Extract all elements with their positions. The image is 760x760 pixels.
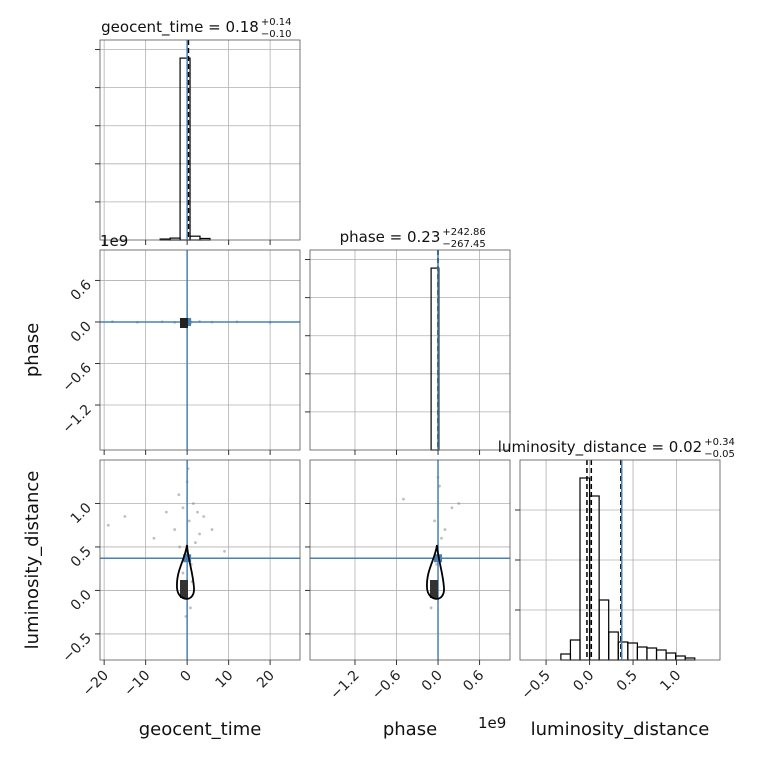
sample-point [189,606,192,610]
sample-point [198,532,201,536]
sample-point [429,606,433,610]
sample-point [443,528,447,531]
frames: geocent_time = 0.18 +0.14−0.10 phase = 0.2… [95,17,735,665]
y-axis-label: luminosity_distance [22,471,43,650]
contour [176,544,195,600]
panel-title: phase = 0.23 [340,228,441,246]
panel-title: geocent_time = 0.18 [101,18,259,37]
marks [100,40,696,661]
sample-point [196,510,199,514]
density-core [180,580,188,598]
panel-frame [309,249,511,451]
title-upper: +0.34 [704,437,735,448]
truth-marker [183,554,192,563]
sample-point [433,519,436,523]
sample-point [402,497,405,501]
panel-frame [99,459,301,661]
sample-point [123,515,127,518]
title-lower: −0.05 [704,449,735,460]
sample-point [202,515,206,518]
sample-point [450,506,454,510]
sample-point [457,502,461,505]
sample-point [106,523,110,527]
x-axis-label: phase [383,719,437,740]
title-lower: −0.10 [261,29,292,40]
offset-label: 1e9 [100,232,128,250]
density-core [430,580,438,598]
sample-point [181,571,185,575]
x-axis-label: geocent_time [139,719,262,740]
plot-layers: geocent_time = 0.18 +0.14−0.10 phase = 0.2… [95,17,735,665]
title-upper: +242.86 [442,227,485,238]
y-axis-label: phase [22,323,43,377]
sample-point [177,493,181,497]
panel-title: luminosity_distance = 0.02 [498,438,702,457]
title-upper: +0.14 [261,17,292,28]
sample-point [152,536,156,540]
panel-frame [309,459,511,661]
sample-point [187,519,191,523]
contour [426,544,445,600]
title-lower: −267.45 [442,239,485,250]
sample-point [440,536,443,540]
sample-point [173,528,177,531]
sample-point [210,528,214,531]
x-axis-label: luminosity_distance [531,719,710,740]
sample-point [181,506,185,510]
density-core [180,318,188,328]
sample-point [191,502,195,505]
sample-point [223,549,226,553]
sample-point [164,510,168,514]
offset-label: 1e9 [478,714,506,732]
sample-point [194,541,197,545]
panel-frame [99,39,301,241]
panel-frame [99,249,301,451]
sample-point [178,545,182,549]
